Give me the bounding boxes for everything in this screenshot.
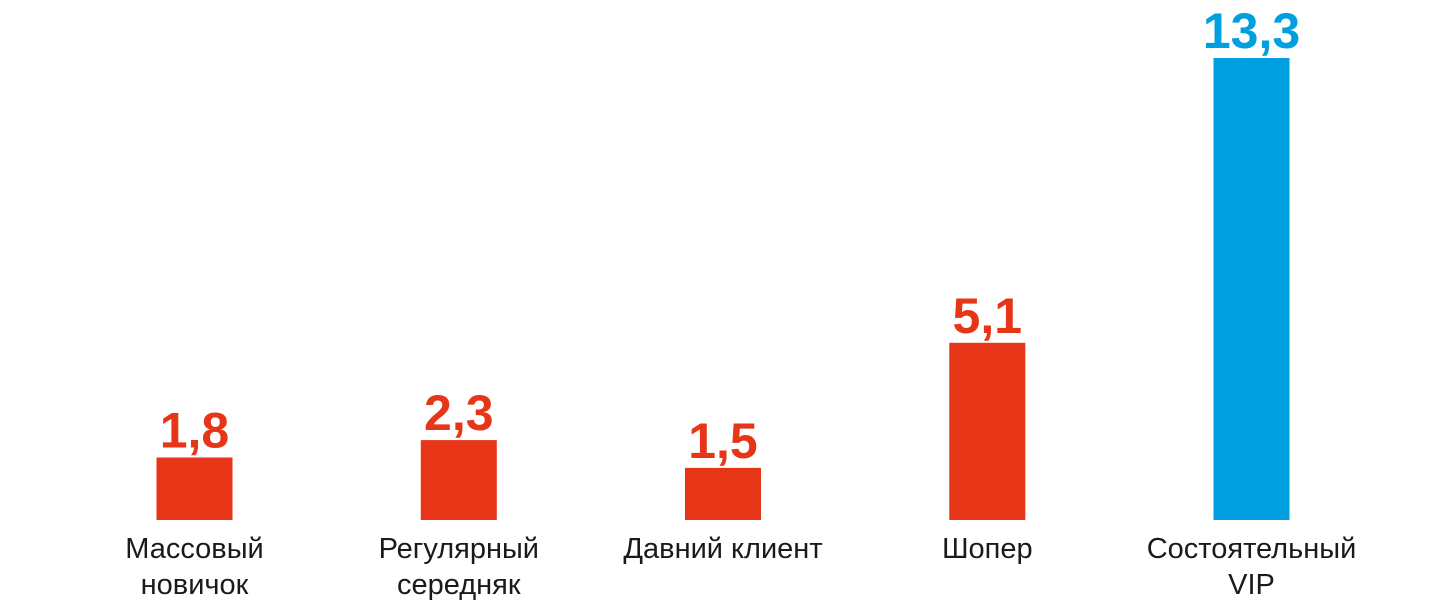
category-label-1-line-1: Массовый xyxy=(125,533,264,565)
bar-2 xyxy=(420,440,497,520)
value-label-5: 13,3 xyxy=(1203,3,1300,59)
category-label-4-line-1: Шопер xyxy=(942,533,1033,565)
bar-4 xyxy=(949,342,1026,520)
bars-group xyxy=(156,58,1290,520)
value-label-1: 1,8 xyxy=(160,403,230,459)
category-label-2-line-2: середняк xyxy=(397,569,521,601)
value-label-4: 5,1 xyxy=(953,288,1023,344)
category-label-2-line-1: Регулярный xyxy=(379,533,539,565)
category-label-5-line-2: VIP xyxy=(1228,569,1275,601)
value-label-2: 2,3 xyxy=(424,385,494,441)
category-label-1-line-2: новичок xyxy=(141,569,249,601)
bar-5 xyxy=(1213,58,1290,520)
value-label-3: 1,5 xyxy=(688,413,758,469)
category-label-5-line-1: Состоятельный xyxy=(1147,533,1357,565)
value-labels-group: 1,8 2,3 1,5 5,1 13,3 xyxy=(160,3,1300,469)
bar-1 xyxy=(156,457,233,520)
category-labels-group: Массовый новичок Регулярный середняк Давний … xyxy=(125,533,1356,601)
bar-3 xyxy=(685,467,761,520)
category-label-3-line-1: Давний клиент xyxy=(623,533,822,565)
